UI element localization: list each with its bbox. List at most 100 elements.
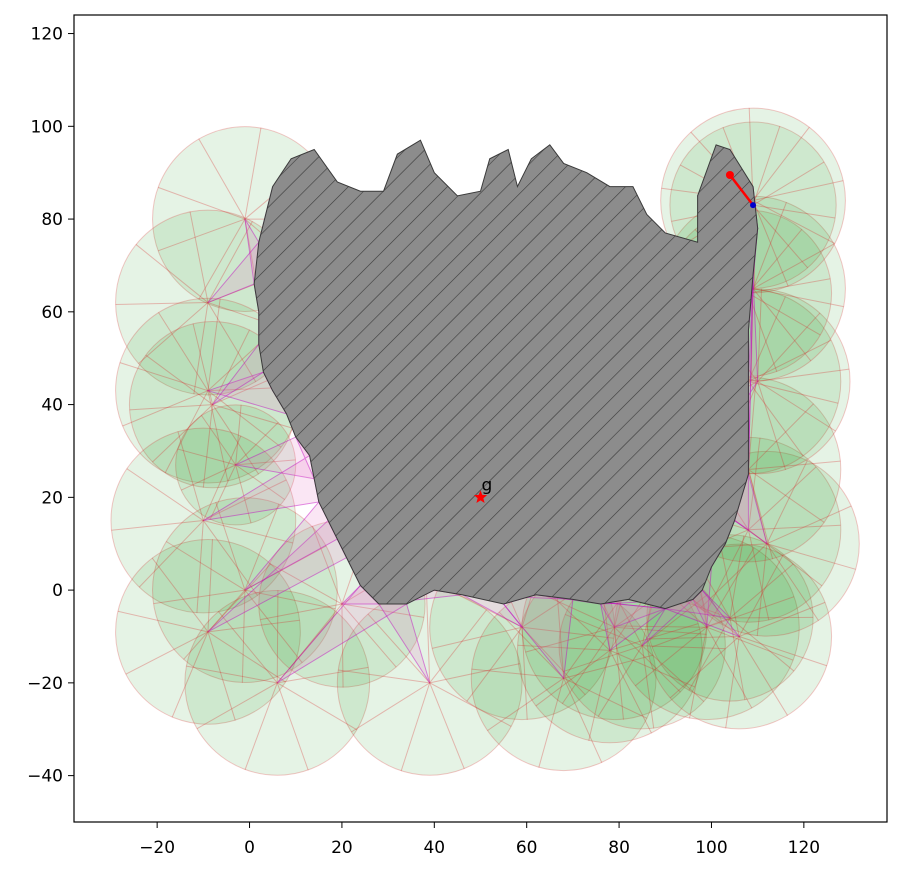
coverage-ray: [646, 635, 740, 640]
y-tick-label: 40: [41, 396, 63, 416]
coverage-ray: [522, 626, 614, 639]
visibility-fan: [203, 436, 320, 522]
coverage-ray: [260, 603, 343, 621]
coverage-ray: [351, 682, 430, 733]
coverage-ray: [151, 557, 209, 633]
path-point: [725, 171, 734, 180]
coverage-ray: [186, 665, 278, 684]
coverage-ray: [521, 627, 528, 720]
coverage-ray: [135, 244, 209, 303]
coverage-ray: [341, 603, 425, 618]
coverage-ray: [277, 666, 369, 684]
y-axis: −40 −20 0 20 40 60 80 100 120: [27, 25, 74, 787]
coverage-ray: [241, 590, 246, 683]
coverage-ray: [729, 563, 794, 619]
coverage-ray: [212, 404, 293, 429]
coverage-ray: [634, 626, 708, 687]
coverage-ray: [158, 312, 209, 391]
coverage-ray: [117, 610, 209, 633]
coverage-ray: [750, 288, 754, 382]
coverage-ray: [752, 200, 789, 287]
coverage-ray: [432, 626, 523, 649]
coverage-ray: [203, 520, 294, 544]
plot-frame: [73, 14, 888, 823]
coverage-ray: [752, 200, 836, 244]
coverage-ray: [138, 520, 204, 588]
coverage-ray: [597, 645, 643, 717]
y-tick-label: 100: [31, 117, 63, 137]
coverage-ray: [196, 520, 204, 614]
coverage-ray: [748, 460, 841, 471]
x-tick-label: 120: [788, 838, 820, 858]
coverage-ray: [276, 682, 358, 731]
coverage-ray: [429, 609, 487, 684]
coverage-ray: [747, 529, 770, 621]
coverage-ray: [235, 404, 242, 465]
coverage-ray: [752, 243, 835, 290]
coverage-ray: [429, 663, 521, 684]
coverage-ray: [207, 390, 229, 482]
coverage-ray: [748, 278, 831, 294]
coverage-ray: [217, 611, 278, 684]
coverage-ray: [119, 362, 209, 392]
coverage-ray: [171, 631, 209, 718]
coverage-ray: [752, 126, 810, 201]
coverage-ray: [641, 593, 709, 647]
coverage-ray: [192, 323, 214, 405]
coverage-ray: [757, 288, 763, 382]
coverage-ray: [738, 636, 789, 716]
coverage-ray: [525, 626, 615, 653]
coverage-ray: [729, 617, 746, 701]
coverage-ray: [207, 539, 213, 632]
y-tick-label: 80: [41, 210, 63, 230]
coverage-ray: [189, 211, 209, 303]
coverage-ray: [244, 503, 280, 591]
coverage-ray: [338, 669, 430, 684]
coverage-ray: [747, 469, 774, 560]
coverage-ray: [748, 381, 804, 457]
coverage-ray: [700, 543, 768, 609]
y-tick-label: 20: [41, 488, 63, 508]
coverage-ray: [341, 604, 344, 688]
coverage-ray: [748, 380, 839, 404]
coverage-ray: [609, 623, 699, 651]
coverage-ray: [729, 535, 745, 619]
coverage-ray: [748, 229, 803, 294]
coverage-ray: [757, 380, 836, 432]
coverage-disc: [152, 497, 338, 683]
coverage-ray: [748, 469, 825, 523]
coverage-ray: [425, 590, 431, 683]
x-tick-label: 0: [244, 838, 255, 858]
coverage-ray: [563, 677, 648, 719]
obstacles: [253, 139, 759, 610]
coverage-ray: [244, 589, 336, 610]
coverage-ray: [756, 543, 768, 637]
coverage-ray: [235, 459, 296, 466]
coverage-ray: [129, 404, 213, 411]
coverage-ray: [729, 616, 814, 619]
path-line: [728, 174, 755, 206]
coverage-ray: [288, 603, 343, 670]
x-tick-label: 100: [695, 838, 727, 858]
coverage-ray: [244, 545, 327, 591]
x-tick-label: 20: [331, 838, 353, 858]
coverage-ray: [757, 312, 821, 382]
coverage-ray: [752, 288, 844, 308]
coverage-ray: [706, 626, 753, 709]
coverage-ray: [367, 613, 431, 684]
coverage-ray: [757, 381, 787, 470]
coverage-ray: [720, 545, 740, 637]
coverage-ray: [498, 611, 565, 679]
coverage-ray: [556, 585, 565, 679]
coverage-ray: [207, 221, 253, 303]
coverage-ray: [521, 626, 586, 696]
coverage-ray: [212, 404, 260, 475]
coverage-ray: [276, 682, 309, 771]
start-point: [750, 202, 757, 209]
coverage-ray: [207, 563, 272, 633]
coverage-ray: [747, 437, 761, 530]
coverage-ray: [563, 654, 654, 679]
y-tick-label: 60: [41, 303, 63, 323]
coverage-ray: [561, 626, 615, 705]
